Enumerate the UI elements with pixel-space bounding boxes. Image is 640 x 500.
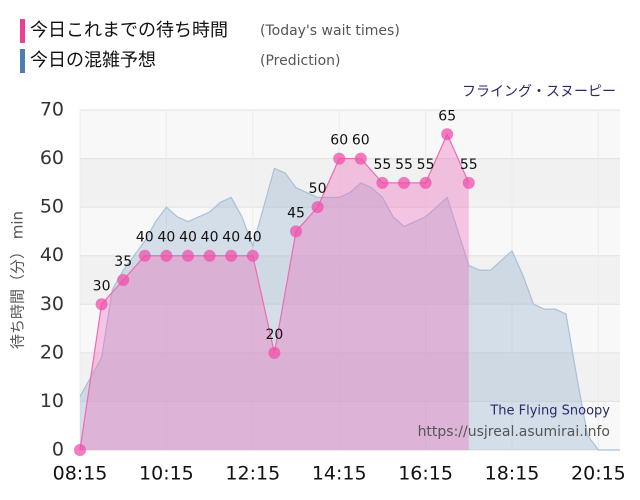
x-tick-label: 12:15 (225, 463, 280, 485)
data-label: 30 (93, 278, 111, 294)
y-tick-label: 60 (40, 147, 64, 169)
data-label: 55 (395, 157, 413, 173)
legend-note: (Prediction) (260, 53, 340, 69)
data-label: 55 (373, 157, 391, 173)
data-label: 60 (352, 133, 370, 149)
data-label: 60 (330, 133, 348, 149)
plot-band (80, 207, 620, 256)
plot-band (80, 352, 620, 402)
data-point (462, 176, 475, 189)
series-line (79, 167, 620, 451)
data-point (333, 152, 346, 165)
series-area (80, 134, 469, 451)
y-tick-label: 50 (40, 196, 64, 218)
data-point (95, 298, 108, 311)
legend-label: 今日これまでの待ち時間 (30, 20, 228, 41)
data-label: 40 (244, 230, 262, 246)
data-label: 40 (201, 230, 219, 246)
data-label: 55 (417, 157, 435, 173)
legend-label: 今日の混雑予想 (30, 50, 156, 71)
series-area (80, 168, 620, 451)
data-label: 40 (222, 230, 240, 246)
data-label: 40 (157, 230, 175, 246)
plot-band (80, 110, 620, 159)
data-label: 35 (114, 254, 132, 270)
x-tick-label: 20:15 (571, 463, 626, 485)
data-label: 55 (460, 157, 478, 173)
data-point (376, 176, 389, 189)
plot-band (80, 304, 620, 353)
annotation: The Flying Snoopy (489, 404, 610, 419)
data-point (290, 225, 302, 238)
data-point (203, 249, 216, 262)
x-tick-label: 16:15 (398, 463, 453, 485)
data-point (74, 444, 86, 456)
data-label: 45 (287, 205, 305, 221)
y-axis-label: 待ち時間（分） min (9, 211, 27, 349)
data-point (268, 346, 281, 359)
chart-subtitle: フライング・スヌーピー (462, 84, 616, 100)
data-point (182, 249, 194, 262)
data-label: 40 (136, 230, 154, 246)
data-point (225, 249, 238, 262)
y-tick-label: 10 (40, 390, 64, 412)
x-tick-label: 14:15 (312, 463, 367, 485)
data-label: 50 (309, 181, 327, 197)
y-tick-label: 20 (40, 341, 64, 363)
legend-swatch (20, 19, 25, 43)
data-label: 40 (179, 230, 197, 246)
data-point (138, 249, 151, 262)
data-point (117, 274, 130, 286)
data-point (246, 249, 259, 262)
plot-band (80, 401, 620, 450)
legend-note: (Today's wait times) (260, 23, 400, 39)
y-tick-label: 0 (52, 439, 64, 461)
plot-band (80, 158, 620, 208)
legend-swatch (20, 49, 25, 73)
data-label: 20 (265, 327, 283, 343)
data-point (441, 128, 454, 141)
data-point (419, 176, 432, 189)
data-point (354, 152, 367, 165)
annotation: https://usjreal.asumirai.info (418, 424, 610, 440)
x-tick-label: 10:15 (139, 463, 194, 485)
y-tick-label: 70 (40, 99, 64, 121)
x-tick-label: 18:15 (485, 463, 540, 485)
x-tick-label: 08:15 (53, 463, 108, 485)
data-point (311, 201, 324, 214)
data-point (398, 176, 410, 189)
y-tick-label: 30 (40, 293, 64, 315)
data-label: 65 (438, 108, 456, 124)
y-tick-label: 40 (40, 244, 64, 266)
data-point (160, 249, 173, 262)
